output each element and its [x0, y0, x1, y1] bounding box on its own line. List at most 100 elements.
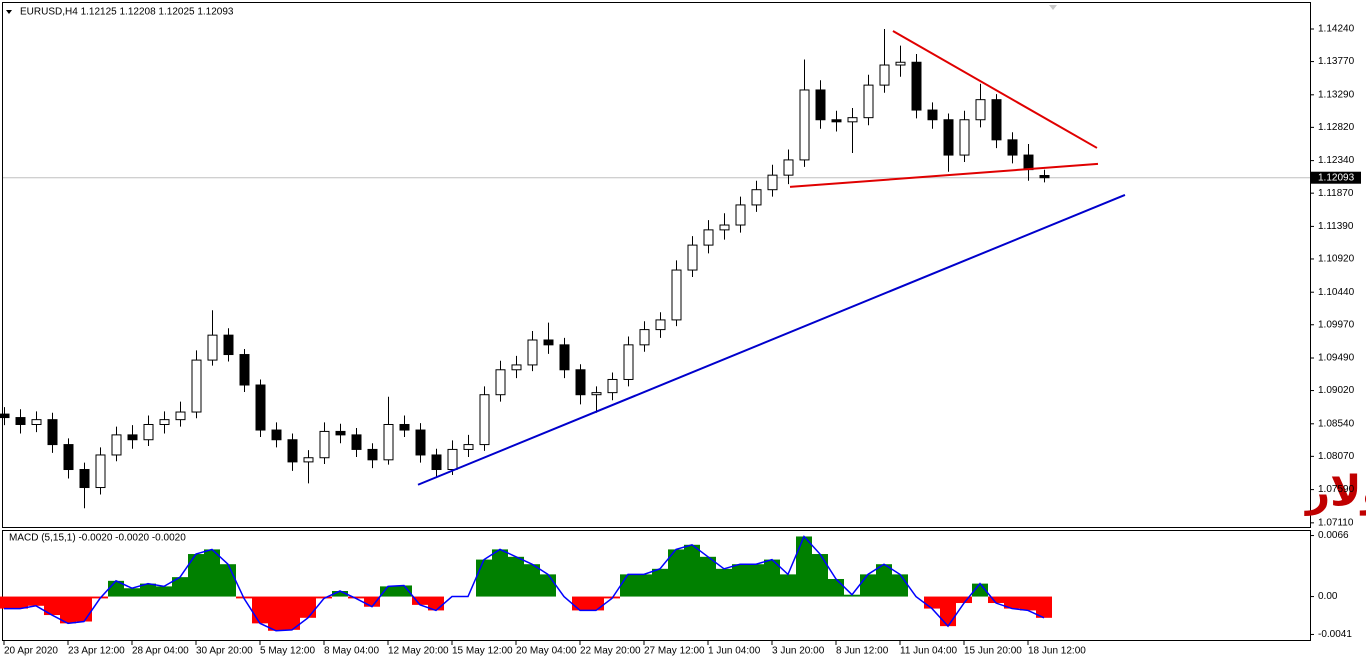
candle-body: [735, 204, 746, 226]
macd-bar: [988, 596, 1004, 604]
price-label: 1.12093: [1318, 172, 1355, 183]
trend-line: [892, 30, 1098, 149]
y-tick-label: 1.09490: [1318, 353, 1355, 364]
candle-body: [543, 339, 554, 346]
trend-line: [789, 162, 1099, 188]
candle-body: [783, 159, 794, 176]
main-panel-frame: [2, 2, 1311, 528]
candle-body: [271, 429, 282, 441]
macd-bar: [1020, 596, 1036, 611]
y-tick-label: 1.07590: [1318, 484, 1355, 495]
candle-body: [47, 419, 58, 446]
trend-line: [417, 193, 1126, 486]
x-tick-label: 1 Jun 04:00: [708, 646, 761, 657]
candle-body: [623, 344, 634, 380]
y-tick-label: 1.11390: [1318, 221, 1354, 232]
macd-bar: [636, 574, 652, 597]
macd-line: [4, 535, 1045, 632]
y-tick-label: 1.14240: [1318, 24, 1355, 35]
macd-bar: [860, 574, 876, 597]
macd-bar: [588, 596, 604, 611]
macd-bar: [140, 583, 156, 597]
candle-body: [335, 430, 346, 436]
macd-bar: [348, 596, 364, 599]
candle-body: [15, 417, 26, 425]
candle-body: [975, 99, 986, 121]
candle-body: [655, 319, 666, 331]
candle-body: [639, 329, 650, 346]
candle-body: [1039, 174, 1050, 179]
candle-body: [63, 444, 74, 471]
macd-bar: [972, 583, 988, 597]
macd-bar: [684, 544, 700, 597]
macd-bar: [76, 596, 92, 622]
macd-bar: [12, 596, 28, 609]
y-tick-label: -0.0041: [1318, 629, 1352, 640]
macd-bar: [732, 564, 748, 597]
macd-bar: [652, 568, 668, 597]
candle-body: [191, 359, 202, 413]
x-tick-label: 18 Jun 12:00: [1028, 646, 1086, 657]
macd-bar: [748, 564, 764, 597]
candle-body: [351, 434, 362, 450]
candle-body: [591, 392, 602, 396]
candle-body: [607, 378, 618, 394]
macd-bar: [300, 596, 316, 618]
candle-body: [511, 364, 522, 371]
candle-body: [223, 334, 234, 356]
candle-body: [1007, 139, 1018, 156]
macd-bar: [172, 577, 188, 597]
macd-bar: [252, 596, 268, 624]
candle-body: [367, 448, 378, 461]
candle-body: [815, 89, 826, 121]
candle-body: [575, 369, 586, 396]
macd-title: MACD (5,15,1) -0.0020 -0.0020 -0.0020: [9, 533, 186, 544]
macd-panel-frame: [2, 530, 1311, 641]
y-tick-label: 1.08540: [1318, 418, 1355, 429]
candle-body: [943, 119, 954, 156]
candle-body: [463, 444, 474, 450]
y-tick-label: 0.0066: [1318, 530, 1349, 541]
macd-bar: [332, 591, 348, 597]
macd-bar: [220, 564, 236, 597]
y-tick-label: 1.10920: [1318, 254, 1355, 265]
macd-bar: [716, 568, 732, 597]
candle-body: [303, 457, 314, 463]
y-tick-label: 1.13770: [1318, 56, 1355, 67]
macd-bar: [60, 596, 76, 624]
y-tick-label: 1.08070: [1318, 451, 1355, 462]
macd-bar: [0, 596, 12, 609]
candle-body: [143, 423, 154, 441]
menu-arrow[interactable]: [6, 10, 12, 14]
macd-bar: [268, 596, 284, 631]
candle-body: [703, 229, 714, 246]
macd-bar: [780, 574, 796, 597]
x-tick-label: 15 Jun 20:00: [964, 646, 1022, 657]
candle-body: [847, 117, 858, 123]
candle-body: [559, 344, 570, 371]
chart-title: EURUSD,H4 1.12125 1.12208 1.12025 1.1209…: [20, 7, 234, 18]
x-tick-label: 12 May 20:00: [388, 646, 449, 657]
y-tick-label: 1.13290: [1318, 89, 1355, 100]
candle-body: [127, 434, 138, 441]
candle-body: [111, 434, 122, 456]
macd-bar: [124, 588, 140, 597]
macd-bar: [1004, 596, 1020, 609]
candle-body: [0, 413, 10, 419]
candle-body: [687, 244, 698, 271]
x-tick-label: 23 Apr 12:00: [68, 646, 125, 657]
x-tick-label: 22 May 20:00: [580, 646, 641, 657]
x-tick-label: 8 May 04:00: [324, 646, 379, 657]
candle-body: [799, 89, 810, 161]
candle-body: [1023, 154, 1034, 171]
macd-bar: [412, 596, 428, 605]
candle-body: [959, 119, 970, 156]
macd-bar: [940, 596, 956, 627]
candle-body: [95, 454, 106, 489]
macd-bar: [508, 556, 524, 597]
macd-bar: [892, 574, 908, 597]
macd-bar: [828, 578, 844, 597]
candle-body: [175, 411, 186, 421]
